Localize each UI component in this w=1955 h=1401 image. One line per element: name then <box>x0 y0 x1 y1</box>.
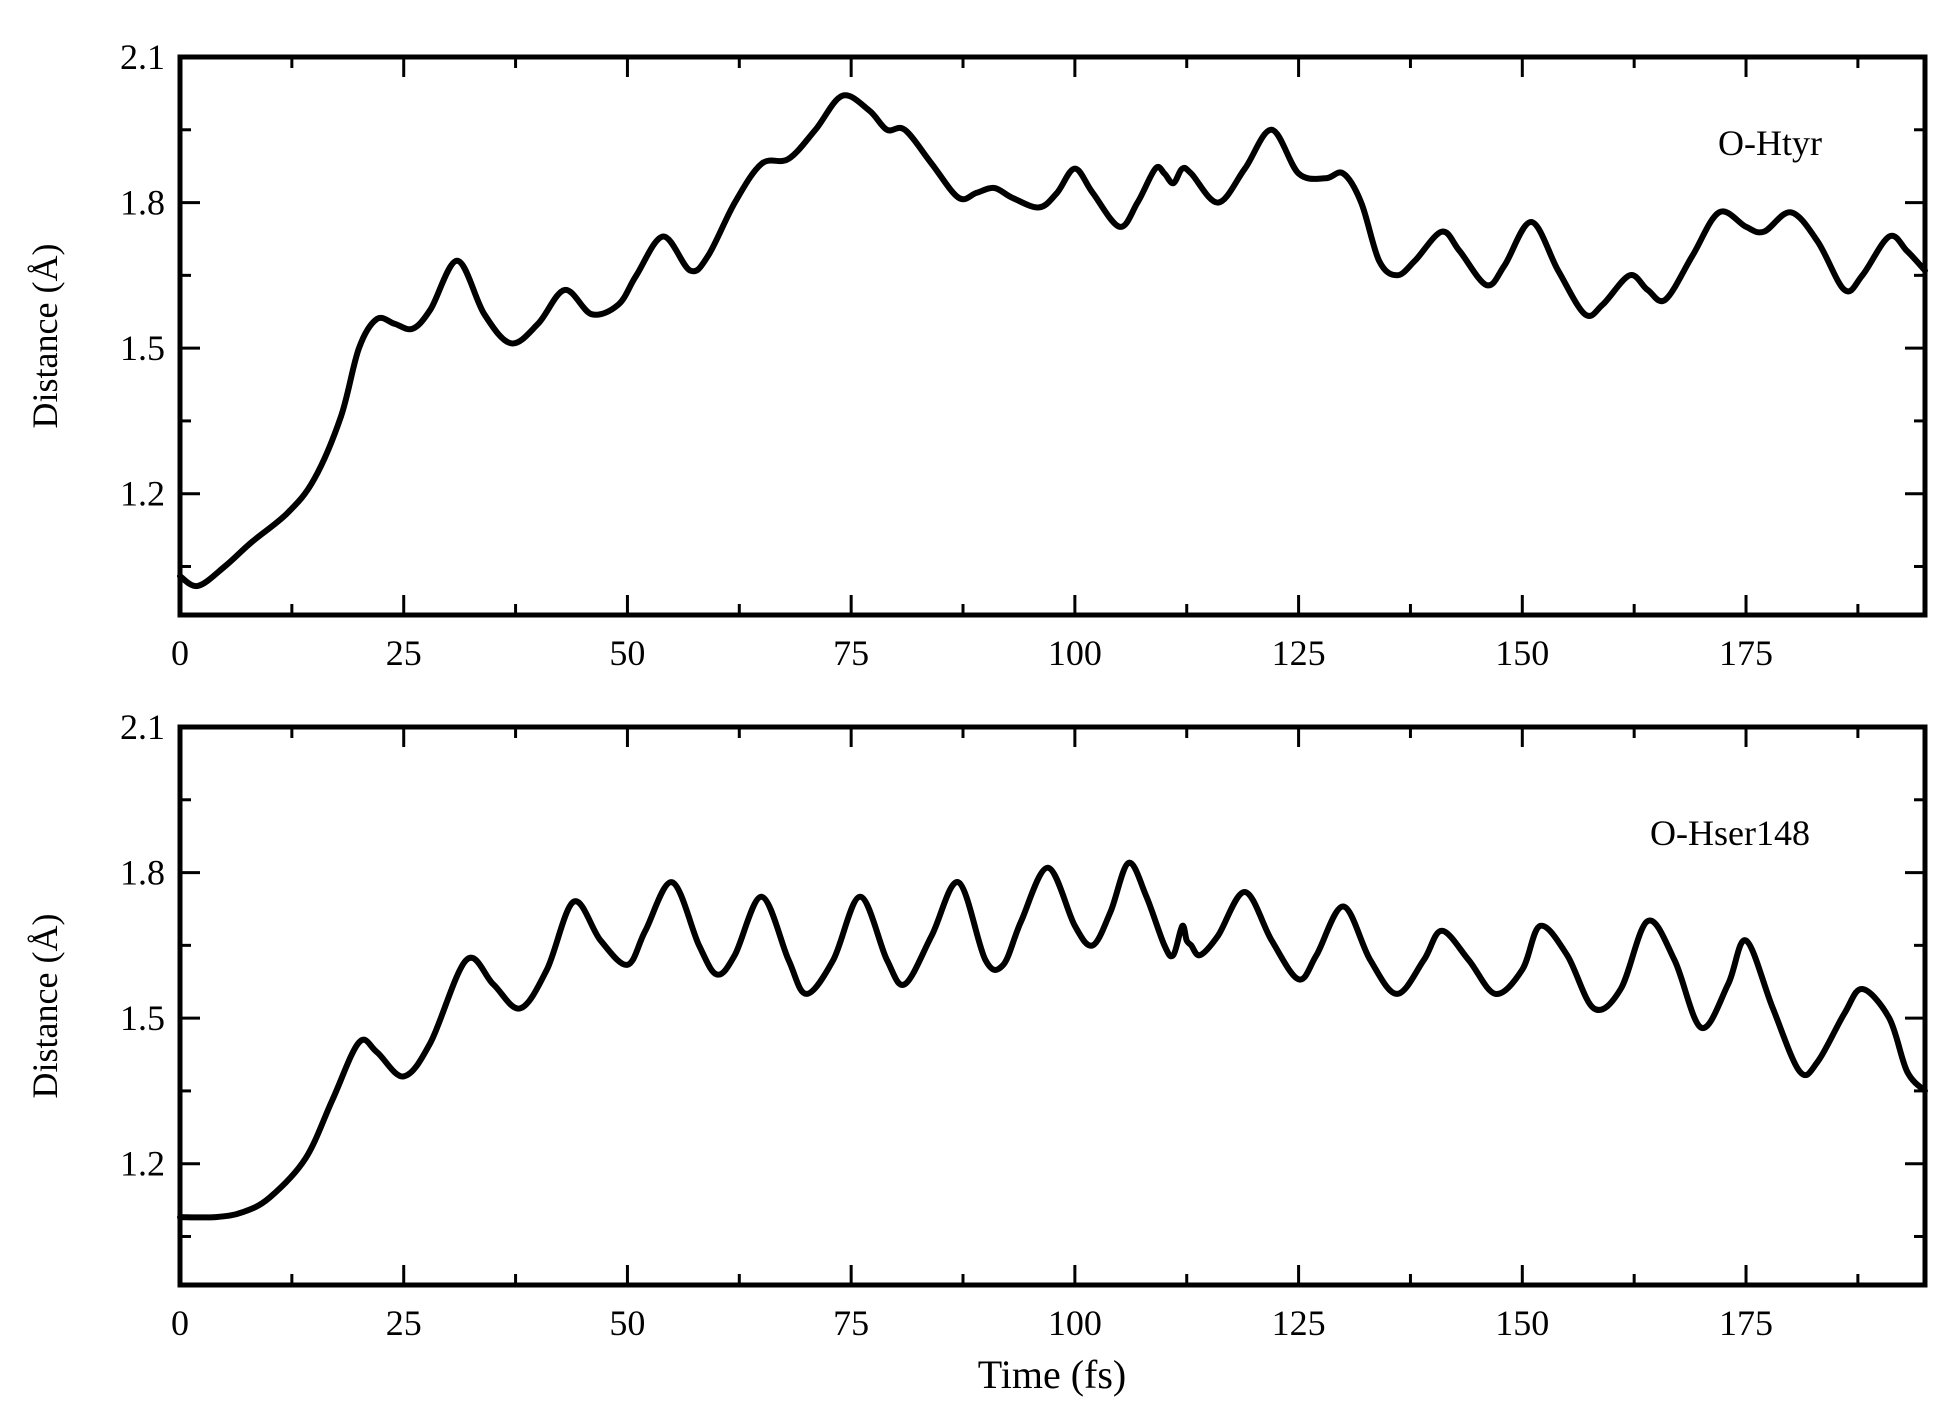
series-line <box>177 92 1928 590</box>
panel-top: 0 25 50 75 100 125 150 175 1.2 1.5 1.8 2.1 Distance … <box>25 37 1928 673</box>
plot-frame <box>177 724 1928 1288</box>
x-tick-label: 50 <box>609 633 645 673</box>
panel-bottom: 0 25 50 75 100 125 150 175 1.2 1.5 1.8 2.1 Distance … <box>25 707 1928 1397</box>
x-tick-label: 25 <box>386 633 422 673</box>
x-axis-label: Time (fs) <box>978 1352 1127 1397</box>
x-tick-label: 75 <box>833 1303 869 1343</box>
x-tick-label: 175 <box>1719 1303 1773 1343</box>
x-tick-label: 125 <box>1272 1303 1326 1343</box>
y-axis-label: Distance (Å) <box>25 914 65 1099</box>
y-tick-label: 1.2 <box>120 1144 165 1184</box>
y-axis-label: Distance (Å) <box>25 244 65 429</box>
x-tick-label: 75 <box>833 633 869 673</box>
y-tick-label: 2.1 <box>120 37 165 77</box>
y-tick-label: 1.5 <box>120 328 165 368</box>
x-tick-label: 100 <box>1048 1303 1102 1343</box>
y-tick-label: 1.8 <box>120 853 165 893</box>
x-tick-label: 25 <box>386 1303 422 1343</box>
series-line <box>177 859 1928 1221</box>
x-tick-label: 125 <box>1272 633 1326 673</box>
x-tick-label: 50 <box>609 1303 645 1343</box>
plot-frame <box>177 54 1928 618</box>
y-tick-label: 2.1 <box>120 707 165 747</box>
y-tick-label: 1.8 <box>120 183 165 223</box>
x-tick-label: 175 <box>1719 633 1773 673</box>
series-annotation: O-Hser148 <box>1650 813 1810 853</box>
y-tick-label: 1.2 <box>120 474 165 514</box>
x-tick-label: 100 <box>1048 633 1102 673</box>
x-tick-label: 0 <box>171 633 189 673</box>
x-tick-label: 150 <box>1495 1303 1549 1343</box>
x-tick-label: 150 <box>1495 633 1549 673</box>
x-tick-label: 0 <box>171 1303 189 1343</box>
y-tick-label: 1.5 <box>120 998 165 1038</box>
series-annotation: O-Htyr <box>1718 123 1822 163</box>
